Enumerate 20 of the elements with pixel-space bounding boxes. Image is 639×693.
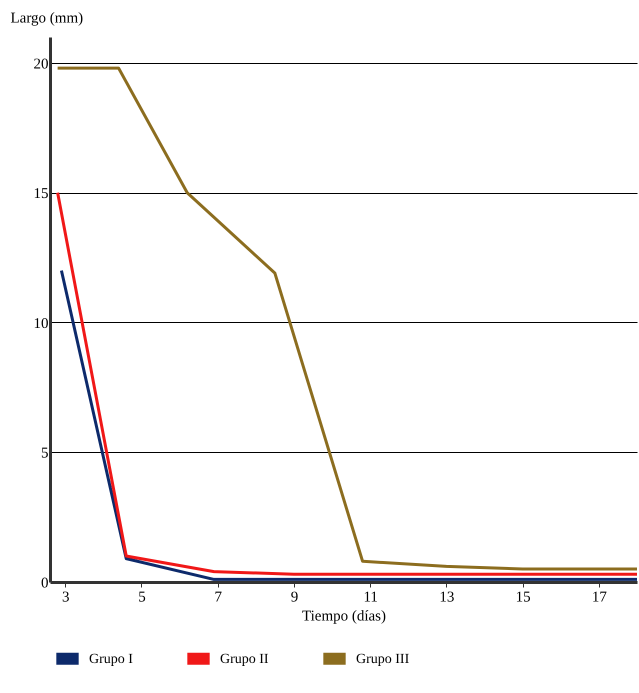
line-series xyxy=(56,66,638,571)
line-series xyxy=(56,191,638,576)
x-tick-label: 11 xyxy=(363,590,378,606)
legend-label: Grupo I xyxy=(89,652,134,667)
x-tick-label: 13 xyxy=(439,590,454,606)
y-tick-label: 20 xyxy=(34,56,48,72)
y-tick-label: 5 xyxy=(41,446,48,462)
x-tick-label: 5 xyxy=(138,590,146,606)
y-tick-label: 15 xyxy=(34,186,48,202)
y-axis-title: Largo (mm) xyxy=(10,10,84,26)
legend-label: Grupo II xyxy=(220,652,269,667)
x-axis-title: Tiempo (días) xyxy=(302,608,386,624)
x-tick-label: 3 xyxy=(62,590,70,606)
x-tick-label: 17 xyxy=(592,590,608,606)
x-tick-label: 7 xyxy=(214,590,222,606)
x-tick-label: 15 xyxy=(516,590,531,606)
legend-label: Grupo III xyxy=(356,652,410,667)
y-tick-label: 0 xyxy=(41,576,48,592)
y-tick-label: 10 xyxy=(34,316,48,332)
x-tick-label: 9 xyxy=(290,590,298,606)
